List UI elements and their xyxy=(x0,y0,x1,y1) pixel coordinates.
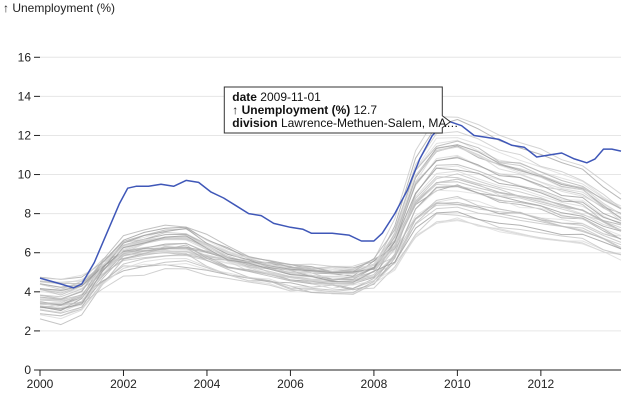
background-series-line xyxy=(39,211,622,310)
y-tick-label: 6 xyxy=(24,246,31,260)
y-tick-label: 12 xyxy=(18,128,32,142)
tooltip-row: date 2009-11-01 xyxy=(232,90,321,104)
x-tick-label: 2006 xyxy=(277,377,304,391)
y-tick-label: 16 xyxy=(18,50,32,64)
tooltip-key: division xyxy=(232,116,277,130)
background-series-line xyxy=(39,206,622,296)
tooltip-value: 12.7 xyxy=(350,103,377,117)
background-series-line xyxy=(39,167,622,291)
tooltip-value: Lawrence-Methuen-Salem, MA… xyxy=(278,116,459,130)
x-tick-label: 2002 xyxy=(110,377,137,391)
background-series-line xyxy=(39,178,622,280)
y-tick-label: 4 xyxy=(24,285,31,299)
background-series-group xyxy=(39,116,622,326)
y-tick-label: 14 xyxy=(18,89,32,103)
tooltip-row: ↑ Unemployment (%) 12.7 xyxy=(232,103,377,117)
highlighted-series-line xyxy=(39,121,622,289)
y-tick-label: 10 xyxy=(18,168,32,182)
x-axis: 2000 2002 2004 2006 2008 2010 2012 xyxy=(27,369,621,391)
y-axis: 0 2 4 6 8 10 12 14 16 xyxy=(18,50,40,377)
highlighted-series-group xyxy=(39,121,622,289)
background-series-line xyxy=(39,137,622,285)
tooltip-row: division Lawrence-Methuen-Salem, MA… xyxy=(232,116,458,130)
background-series-line xyxy=(39,217,622,320)
y-tick-label: 0 xyxy=(24,363,31,377)
x-tick-label: 2010 xyxy=(444,377,471,391)
background-series-line xyxy=(39,220,622,302)
y-tick-label: 8 xyxy=(24,207,31,221)
tooltip-key: ↑ Unemployment (%) xyxy=(232,103,350,117)
background-series-line xyxy=(39,157,622,312)
background-series-line xyxy=(39,213,622,305)
tooltip-box xyxy=(223,86,452,134)
background-series-line xyxy=(39,186,622,314)
background-series-line xyxy=(40,173,622,304)
y-axis-title: ↑ Unemployment (%) xyxy=(3,1,115,15)
x-tick-label: 2008 xyxy=(361,377,388,391)
background-series-line xyxy=(39,178,622,301)
tooltip-key: date xyxy=(232,90,257,104)
x-tick-label: 2000 xyxy=(27,377,54,391)
y-tick-label: 2 xyxy=(24,324,31,338)
background-series-line xyxy=(39,196,622,317)
x-tick-label: 2004 xyxy=(194,377,221,391)
background-series-line xyxy=(39,146,622,308)
x-tick-label: 2012 xyxy=(528,377,555,391)
background-series-line xyxy=(39,165,622,295)
background-series-line xyxy=(39,119,622,288)
background-series-line xyxy=(39,201,622,308)
tooltip: date 2009-11-01↑ Unemployment (%) 12.7di… xyxy=(223,86,458,134)
tooltip-value: 2009-11-01 xyxy=(257,90,321,104)
